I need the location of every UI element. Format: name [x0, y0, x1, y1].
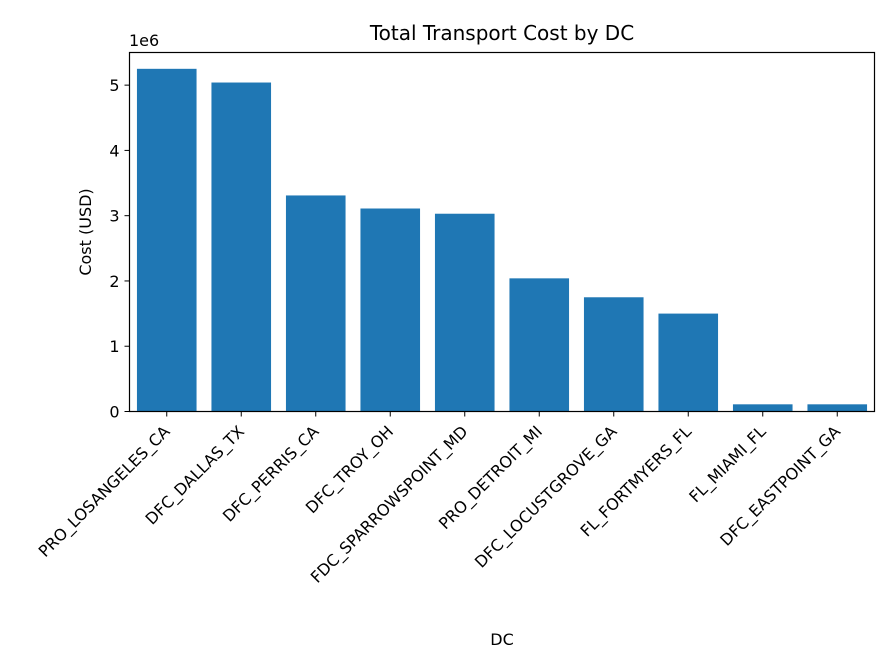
y-tick-label: 5	[109, 76, 119, 95]
y-tick-label: 4	[109, 141, 119, 160]
x-tick-label: PRO_LOSANGELES_CA	[35, 422, 175, 562]
y-ticks-group: 0 1 2 3 4 5	[109, 76, 130, 422]
bar	[434, 213, 495, 412]
bar	[732, 404, 793, 412]
chart-title: Total Transport Cost by DC	[369, 21, 634, 45]
bar	[211, 82, 272, 412]
y-axis-offset-label: 1e6	[129, 31, 159, 50]
bars-group	[136, 68, 868, 412]
y-tick-label: 1	[109, 337, 119, 356]
y-tick-label: 2	[109, 272, 119, 291]
x-tick-label: FDC_SPARROWSPOINT_MD	[307, 422, 473, 588]
bar	[509, 278, 570, 412]
y-tick-label: 0	[109, 403, 119, 422]
bar	[658, 313, 719, 412]
plot-frame	[128, 51, 876, 413]
bar	[583, 297, 644, 412]
y-tick-label: 3	[109, 207, 119, 226]
bar	[136, 68, 197, 412]
bar	[807, 404, 868, 412]
bar	[360, 208, 421, 412]
y-axis-label: Cost (USD)	[76, 188, 95, 275]
x-ticks-group: PRO_LOSANGELES_CADFC_DALLAS_TXDFC_PERRIS…	[35, 411, 845, 588]
bar	[285, 195, 346, 412]
x-tick-label: DFC_LOCUSTGROVE_GA	[471, 422, 621, 572]
x-axis-label: DC	[490, 630, 514, 649]
